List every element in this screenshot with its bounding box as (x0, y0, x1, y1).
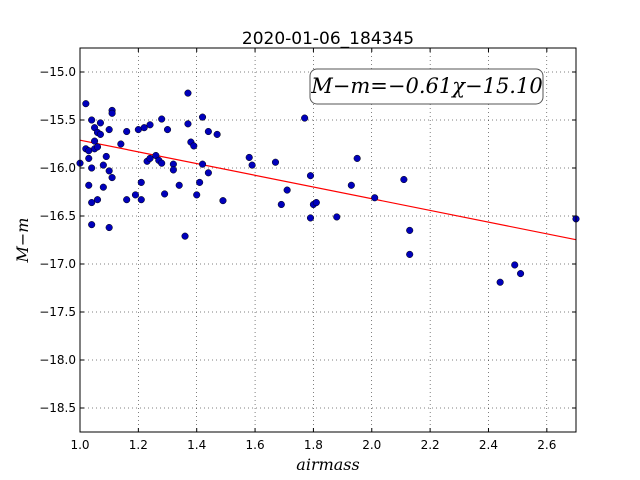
data-point (511, 261, 519, 269)
data-point (99, 183, 107, 191)
data-point (93, 143, 102, 151)
x-tick-label: 1.6 (246, 438, 265, 452)
grid-lines (79, 48, 576, 432)
data-point (82, 100, 90, 108)
data-point (88, 221, 96, 229)
data-point (248, 161, 256, 169)
data-points (76, 89, 580, 286)
data-point (219, 197, 227, 205)
y-tick-label: −16.5 (39, 209, 76, 223)
data-point (333, 213, 341, 221)
data-point (137, 178, 145, 186)
data-point (85, 181, 93, 189)
data-point (517, 270, 525, 278)
data-point (204, 127, 212, 136)
data-point (88, 164, 96, 172)
y-tick-label: −15.5 (39, 113, 76, 127)
data-point (96, 119, 104, 127)
data-point (306, 172, 315, 180)
data-point (347, 181, 355, 189)
data-point (312, 199, 320, 207)
data-point (108, 109, 116, 117)
data-point (146, 154, 154, 162)
y-tick-label: −15.0 (39, 65, 76, 79)
x-tick-label: 1.4 (187, 438, 206, 452)
data-point (158, 115, 166, 123)
data-point (140, 124, 148, 132)
data-point (88, 199, 96, 207)
x-tick-label: 2.0 (362, 438, 381, 452)
x-axis-label: airmass (296, 455, 359, 474)
data-point (306, 214, 315, 222)
x-tick-label: 2.4 (479, 438, 498, 452)
data-point (496, 278, 504, 286)
data-point (85, 154, 93, 162)
x-tick-label: 2.6 (537, 438, 556, 452)
data-point (245, 153, 253, 161)
data-point (137, 196, 145, 204)
data-point (93, 196, 102, 204)
data-point (213, 130, 221, 138)
data-point (169, 166, 177, 174)
data-point (99, 161, 107, 169)
plot-frame (79, 47, 577, 433)
y-axis-ticks: −15.0 −15.5 −16.0 −16.5 −17.0 −17.5 −18.0 −18.5 (39, 65, 576, 415)
data-point (181, 232, 189, 240)
annotation-frame (309, 68, 544, 105)
data-point (161, 190, 169, 198)
x-tick-label: 1.0 (70, 438, 89, 452)
data-point (117, 140, 125, 148)
data-point (190, 142, 198, 150)
y-tick-label: −18.5 (39, 401, 76, 415)
data-point (196, 178, 204, 186)
data-point (371, 194, 379, 202)
data-point (406, 250, 414, 258)
data-point (283, 186, 291, 194)
data-point (158, 159, 166, 167)
x-tick-label: 1.2 (129, 438, 148, 452)
data-point (91, 137, 99, 145)
y-axis-label: M−m (13, 218, 32, 264)
data-point (198, 160, 207, 168)
y-tick-label: −17.5 (39, 305, 76, 319)
data-point (193, 191, 201, 199)
x-axis-ticks: 1.0 1.2 1.4 1.6 1.8 2.0 2.2 2.4 2.6 (70, 48, 556, 452)
data-point (108, 174, 116, 182)
data-point (353, 154, 361, 162)
x-tick-label: 1.8 (304, 438, 323, 452)
y-tick-label: −18.0 (39, 353, 76, 367)
x-tick-label: 2.2 (421, 438, 440, 452)
data-point (163, 126, 172, 134)
data-point (102, 152, 110, 161)
data-point (131, 191, 139, 199)
data-point (88, 116, 96, 124)
data-point (400, 175, 408, 184)
data-point (204, 169, 212, 177)
annotation-box: M−m=−0.61χ−15.10 (309, 68, 544, 105)
data-point (271, 158, 280, 166)
data-point (175, 181, 183, 189)
data-point (123, 196, 131, 204)
fit-line-group (79, 139, 577, 241)
data-point (406, 226, 414, 234)
chart-title: 2020-01-06_184345 (242, 29, 414, 49)
data-point (184, 120, 192, 128)
data-point (198, 113, 207, 121)
data-point (184, 89, 192, 97)
data-point (123, 127, 131, 136)
y-tick-label: −17.0 (39, 257, 76, 271)
data-point (277, 200, 285, 209)
fit-equation: M−m=−0.61χ−15.10 (310, 74, 542, 98)
data-point (105, 223, 113, 232)
data-point (105, 126, 113, 134)
fit-line (79, 139, 577, 241)
y-tick-label: −16.0 (39, 161, 76, 175)
data-point (105, 167, 113, 175)
data-point (146, 121, 154, 129)
data-point (96, 130, 104, 138)
data-point (301, 114, 309, 122)
